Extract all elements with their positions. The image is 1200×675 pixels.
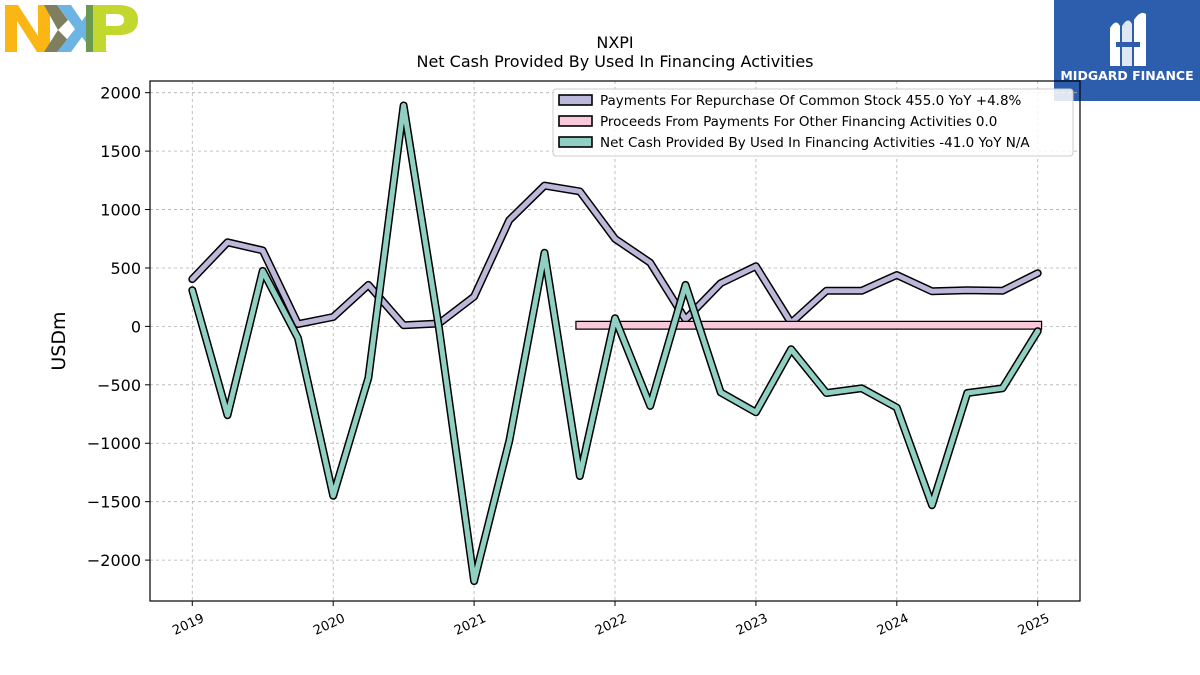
- legend-item-repurchase: Payments For Repurchase Of Common Stock …: [558, 93, 1022, 109]
- y-tick-label: 2000: [100, 84, 141, 103]
- legend: Payments For Repurchase Of Common Stock …: [552, 88, 1074, 157]
- y-tick-label: −500: [97, 376, 141, 395]
- y-tick-label: 1000: [100, 201, 141, 220]
- legend-swatch: [558, 115, 593, 127]
- legend-box: [552, 88, 1074, 157]
- axis-ticks: 2000 1500 1000 500 0 −500 −1000 −1500 −2000 2019 2…: [87, 84, 1052, 639]
- chart-title: NXPI: [596, 33, 634, 52]
- y-tick-label: 500: [110, 259, 141, 278]
- x-tick-label: 2023: [734, 611, 770, 639]
- grid: [150, 81, 1080, 601]
- x-tick-label: 2021: [452, 611, 488, 639]
- chart-subtitle: Net Cash Provided By Used In Financing A…: [416, 52, 814, 71]
- company-logo: [5, 5, 138, 52]
- series-repurchase-line: [188, 181, 1042, 330]
- x-tick-label: 2022: [593, 611, 629, 639]
- y-axis-label: USDm: [48, 311, 70, 370]
- brand-mark-icon: [1110, 12, 1146, 66]
- y-tick-label: −2000: [87, 551, 141, 570]
- y-tick-label: −1500: [87, 493, 141, 512]
- series-fill: [189, 183, 1041, 328]
- y-tick-label: −1000: [87, 434, 141, 453]
- legend-label: Payments For Repurchase Of Common Stock …: [600, 93, 1022, 109]
- legend-swatch: [558, 94, 593, 106]
- x-tick-label: 2025: [1016, 611, 1052, 639]
- legend-item-net-cash: Net Cash Provided By Used In Financing A…: [558, 135, 1030, 151]
- y-tick-label: 1500: [100, 142, 141, 161]
- legend-swatch: [558, 136, 593, 148]
- x-tick-label: 2024: [875, 611, 911, 639]
- y-tick-label: 0: [131, 317, 141, 336]
- legend-item-proceeds: Proceeds From Payments For Other Financi…: [558, 114, 997, 130]
- series-net-cash-line: [188, 101, 1042, 586]
- plot-series: [188, 101, 1043, 586]
- brand-name: MIDGARD FINANCE: [1060, 68, 1194, 83]
- x-tick-label: 2019: [170, 611, 206, 639]
- legend-label: Proceeds From Payments For Other Financi…: [600, 114, 997, 130]
- brand-badge: MIDGARD FINANCE: [1054, 0, 1200, 101]
- x-tick-label: 2020: [311, 611, 347, 639]
- series-fill: [189, 103, 1041, 584]
- legend-label: Net Cash Provided By Used In Financing A…: [600, 135, 1030, 151]
